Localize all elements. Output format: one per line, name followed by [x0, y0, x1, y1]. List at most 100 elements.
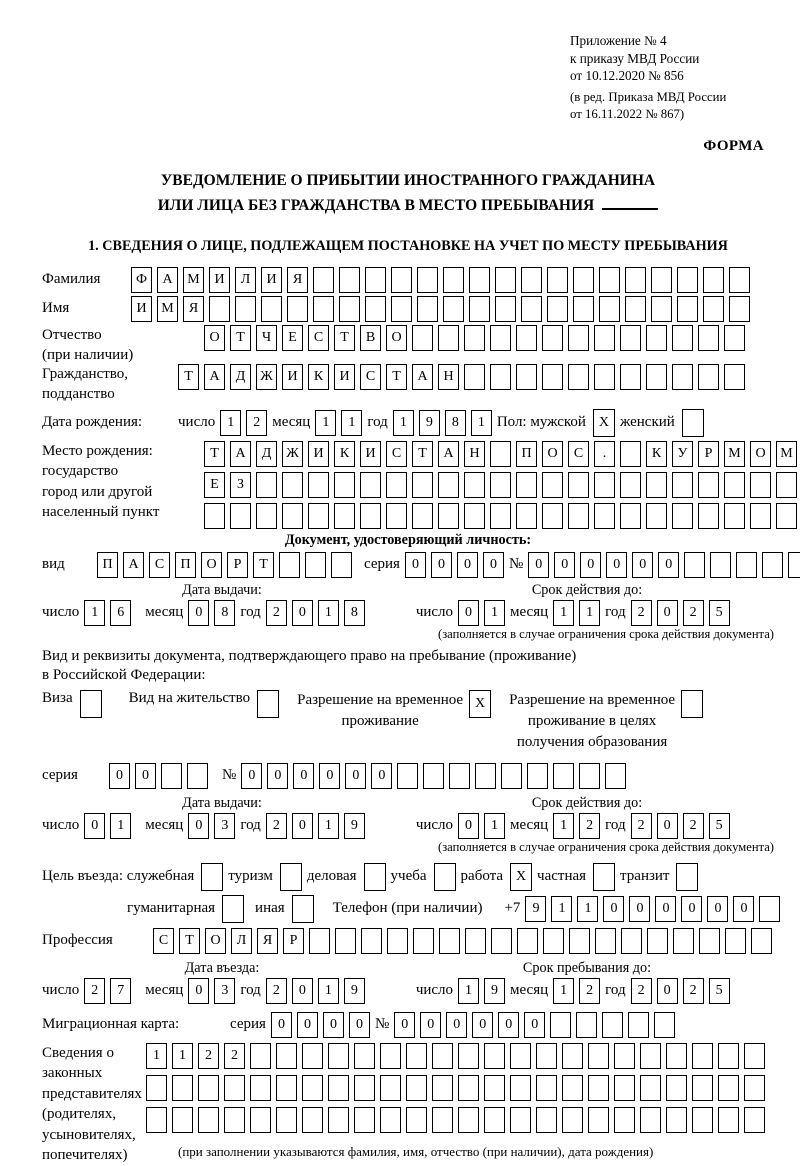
phone-cell[interactable]: 9	[525, 895, 547, 922]
citizenship-cell[interactable]: К	[308, 363, 329, 390]
migration-number-cell[interactable]: 0	[420, 1011, 442, 1038]
surname-cell[interactable]	[443, 266, 464, 293]
representatives-r2-cell[interactable]	[666, 1074, 687, 1101]
doc-valid-month-cell[interactable]: 1	[579, 599, 601, 626]
firstname-cell[interactable]	[313, 295, 334, 322]
purpose-other-checkbox[interactable]	[291, 894, 314, 923]
birthplace-r1-cell[interactable]: О	[750, 440, 771, 467]
birth-year-cell[interactable]: 1	[392, 409, 414, 436]
doc-issue-year-cell[interactable]: 2	[265, 599, 287, 626]
stay-year-cell[interactable]: 0	[656, 977, 678, 1004]
phone-cell[interactable]: 1	[577, 895, 599, 922]
representatives-r3-cell[interactable]	[172, 1106, 193, 1133]
surname-cell[interactable]: А	[157, 266, 178, 293]
patronymic-cell[interactable]	[490, 324, 511, 351]
permit-number-cell[interactable]	[579, 762, 601, 789]
birth-year-cell[interactable]: 1	[470, 409, 492, 436]
birthplace-r1-cell[interactable]: А	[230, 440, 251, 467]
permit-valid-month-cell[interactable]: 2	[579, 812, 601, 839]
representatives-r1-cell[interactable]	[614, 1042, 635, 1069]
profession-cell[interactable]	[595, 927, 616, 954]
representatives-r3-cell[interactable]	[458, 1106, 479, 1133]
permit-number-cell[interactable]	[449, 762, 471, 789]
birthplace-r1-cell[interactable]: Т	[204, 440, 225, 467]
surname-cell[interactable]: Ф	[131, 266, 152, 293]
permit-valid-day-cell[interactable]: 1	[484, 812, 506, 839]
doc-number-cell[interactable]	[762, 551, 784, 578]
birthplace-r1-cell[interactable]: О	[542, 440, 563, 467]
permit-number-cell[interactable]: 0	[293, 762, 315, 789]
birth-month-cell[interactable]: 1	[341, 409, 363, 436]
permit-number-cell[interactable]	[501, 762, 523, 789]
birthplace-r1-cell[interactable]: У	[672, 440, 693, 467]
migration-number-cell[interactable]	[654, 1011, 676, 1038]
representatives-r2-cell[interactable]	[224, 1074, 245, 1101]
representatives-r3-cell[interactable]	[666, 1106, 687, 1133]
permit-number-cell[interactable]: 0	[371, 762, 393, 789]
doc-number-cell[interactable]: 0	[632, 551, 654, 578]
citizenship-cell[interactable]	[724, 363, 745, 390]
permit-number-cell[interactable]	[475, 762, 497, 789]
migration-series-cell[interactable]: 0	[348, 1011, 370, 1038]
firstname-cell[interactable]	[261, 295, 282, 322]
citizenship-cell[interactable]: Т	[386, 363, 407, 390]
migration-number-cell[interactable]: 0	[446, 1011, 468, 1038]
representatives-r3-cell[interactable]	[302, 1106, 323, 1133]
firstname-cell[interactable]	[365, 295, 386, 322]
doc-number-cell[interactable]	[736, 551, 758, 578]
stay-year-cell[interactable]: 2	[682, 977, 704, 1004]
surname-cell[interactable]	[391, 266, 412, 293]
doc-issue-year-cell[interactable]: 0	[291, 599, 313, 626]
representatives-r2-cell[interactable]	[380, 1074, 401, 1101]
stay-day-cell[interactable]: 1	[458, 977, 480, 1004]
doc-kind-cell[interactable]: О	[201, 551, 222, 578]
representatives-r1-cell[interactable]: 2	[224, 1042, 245, 1069]
permit-number-cell[interactable]: 0	[241, 762, 263, 789]
permit-issue-month-cell[interactable]: 3	[214, 812, 236, 839]
firstname-cell[interactable]	[339, 295, 360, 322]
representatives-r3-cell[interactable]	[536, 1106, 557, 1133]
surname-cell[interactable]: М	[183, 266, 204, 293]
representatives-r2-cell[interactable]	[250, 1074, 271, 1101]
birthplace-r2-cell[interactable]	[724, 471, 745, 498]
representatives-r1-cell[interactable]	[250, 1042, 271, 1069]
doc-issue-month-cell[interactable]: 0	[188, 599, 210, 626]
representatives-r3-cell[interactable]	[640, 1106, 661, 1133]
birth-day-cell[interactable]: 1	[220, 409, 242, 436]
firstname-cell[interactable]	[209, 295, 230, 322]
entry-day-cell[interactable]: 7	[110, 977, 132, 1004]
permit-issue-year-cell[interactable]: 1	[317, 812, 339, 839]
representatives-r1-cell[interactable]	[354, 1042, 375, 1069]
birthplace-r3-cell[interactable]	[282, 502, 303, 529]
firstname-cell[interactable]	[495, 295, 516, 322]
representatives-r3-cell[interactable]	[198, 1106, 219, 1133]
doc-kind-cell[interactable]	[331, 551, 352, 578]
phone-cell[interactable]: 1	[551, 895, 573, 922]
doc-valid-month-cell[interactable]: 1	[553, 599, 575, 626]
birthplace-r2-cell[interactable]: З	[230, 471, 251, 498]
permit-number-cell[interactable]: 0	[267, 762, 289, 789]
birthplace-r1-cell[interactable]: А	[438, 440, 459, 467]
firstname-cell[interactable]	[573, 295, 594, 322]
representatives-r3-cell[interactable]	[406, 1106, 427, 1133]
patronymic-cell[interactable]	[724, 324, 745, 351]
migration-number-cell[interactable]: 0	[472, 1011, 494, 1038]
birthplace-r2-cell[interactable]	[542, 471, 563, 498]
phone-cell[interactable]: 0	[707, 895, 729, 922]
birthplace-r3-cell[interactable]	[438, 502, 459, 529]
patronymic-cell[interactable]	[516, 324, 537, 351]
birthplace-r1-cell[interactable]: Д	[256, 440, 277, 467]
representatives-r1-cell[interactable]	[588, 1042, 609, 1069]
phone-cell[interactable]: 0	[733, 895, 755, 922]
birthplace-r1-cell[interactable]: С	[386, 440, 407, 467]
profession-cell[interactable]	[725, 927, 746, 954]
visa-checkbox[interactable]	[79, 689, 102, 718]
birthplace-r3-cell[interactable]	[516, 502, 537, 529]
representatives-r2-cell[interactable]	[692, 1074, 713, 1101]
stay-month-cell[interactable]: 2	[579, 977, 601, 1004]
birthplace-r3-cell[interactable]	[568, 502, 589, 529]
doc-number-cell[interactable]	[710, 551, 732, 578]
patronymic-cell[interactable]: О	[386, 324, 407, 351]
birthplace-r3-cell[interactable]	[542, 502, 563, 529]
purpose-tourism-checkbox[interactable]	[279, 862, 302, 891]
